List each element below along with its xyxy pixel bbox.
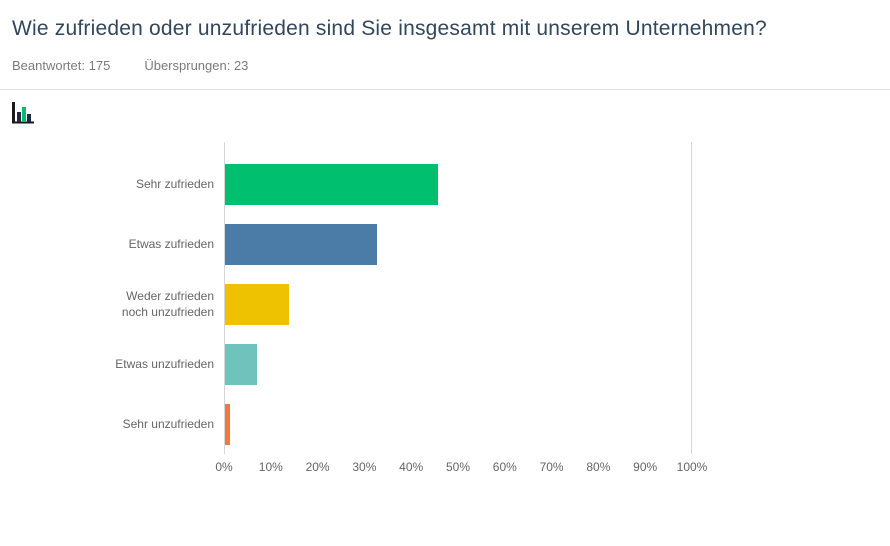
chart-row: Sehr zufrieden [12,154,890,215]
x-tick-label: 90% [633,460,658,475]
x-tick-label: 0% [215,460,233,475]
x-tick-label: 10% [258,460,283,475]
category-label-text: Sehr zufrieden [135,177,214,192]
question-title: Wie zufrieden oder unzufrieden sind Sie … [12,17,767,40]
x-tick-label: 60% [492,460,517,475]
answered-label: Beantwortet: [12,58,85,74]
skipped-value: 23 [233,58,249,74]
category-label: Sehr unzufrieden [12,394,224,454]
chart-row: Sehr unzufrieden [12,394,890,455]
header-divider [0,89,890,91]
x-tick-label: 30% [352,460,377,475]
chart-row: Etwas zufrieden [12,214,890,275]
bar [225,163,438,205]
category-label: Weder zufrieden noch unzufrieden [12,274,224,334]
response-stats: Beantwortet: 175 Übersprungen: 23 [12,58,878,73]
bar [225,403,231,445]
bar [225,223,377,265]
bar-track [224,334,692,395]
category-label-text: Etwas unzufrieden [115,357,214,372]
chart-toolbar [0,90,890,128]
x-tick-label: 50% [445,460,471,475]
answered-value: 175 [88,58,111,74]
chart-row: Etwas unzufrieden [12,334,890,395]
category-label: Etwas zufrieden [12,214,224,274]
category-label-text: Sehr unzufrieden [122,417,214,432]
chart-type-bar-button[interactable] [12,100,38,125]
x-tick-label: 100% [676,460,708,475]
answered-stat: Beantwortet: 175 [12,58,110,73]
skipped-stat: Übersprungen: 23 [144,58,248,73]
category-label: Etwas unzufrieden [12,334,224,394]
bar-track [224,394,692,455]
bar-chart-icon [12,102,34,124]
chart-row: Weder zufrieden noch unzufrieden [12,274,890,335]
bar-track [224,274,692,335]
bar-chart: Sehr zufrieden Etwas zufrieden Weder zufri… [12,142,890,482]
question-header: Wie zufrieden oder unzufrieden sind Sie … [0,0,890,73]
x-axis-ticks: 0% 10% 20% 30% 40% 50% 60% 70% 80% 90% 100% [215,460,707,482]
bar [225,283,289,325]
category-label: Sehr zufrieden [12,154,224,214]
x-tick-label: 80% [586,460,611,475]
chart-rows: Sehr zufrieden Etwas zufrieden Weder zufri… [12,154,890,455]
bar-track [224,214,692,275]
category-label-text: Weder zufrieden noch unzufrieden [121,289,214,320]
plot-top-spacer [12,142,890,155]
bar [225,343,257,385]
skipped-label: Übersprungen: [144,58,231,74]
x-tick-label: 20% [305,460,330,475]
x-tick-label: 40% [399,460,424,475]
bar-track [224,154,692,215]
category-label-text: Etwas zufrieden [128,237,214,252]
x-tick-label: 70% [539,460,564,475]
